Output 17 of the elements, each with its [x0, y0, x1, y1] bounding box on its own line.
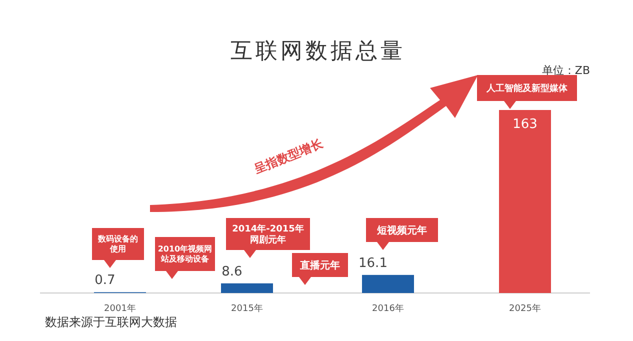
text: 数据来源于互联网大数据: [45, 315, 177, 329]
x-tick-label: 2016年: [372, 303, 404, 314]
data-label: 8.6: [222, 264, 242, 280]
data-label: 163: [512, 117, 538, 132]
x-tick-label: 2015年: [231, 303, 263, 314]
annotation: 呈指数型增长: [252, 136, 326, 177]
text: 人工智能及新型媒体: [486, 83, 568, 94]
annotation: 短视频元年: [376, 224, 427, 236]
annotation: 直播元年: [299, 259, 340, 272]
chart-subtitle: 单位：ZB: [542, 64, 590, 77]
x-tick-label: 2025年: [509, 303, 541, 314]
annotation: 数码设备的使用: [97, 234, 138, 254]
data-label: 0.7: [94, 273, 116, 288]
annotation: 2010年视频网站及移动设备: [158, 244, 212, 264]
data-label: 16.1: [358, 256, 388, 271]
chart-title: 互联网数据总量: [230, 39, 406, 64]
x-tick-label: 2001年: [104, 303, 136, 314]
